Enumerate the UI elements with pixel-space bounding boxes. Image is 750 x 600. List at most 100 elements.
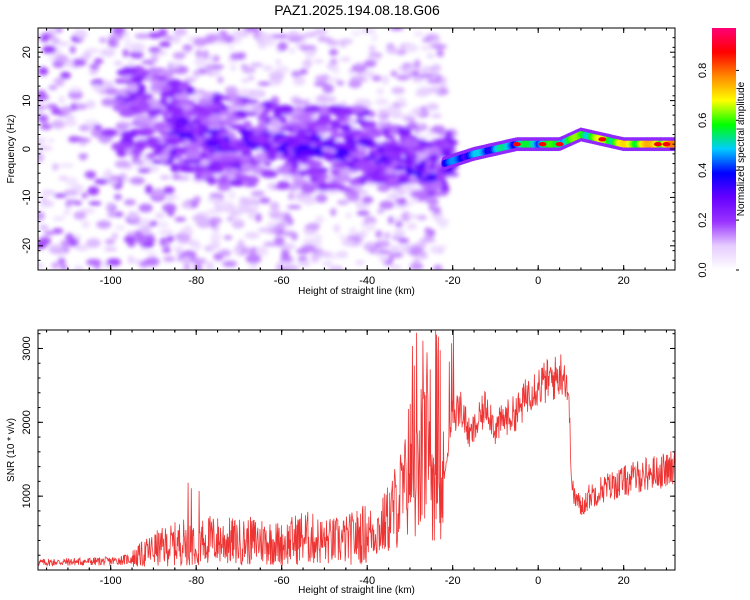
spectrogram-blob [52,163,59,171]
spectrogram-blob [436,49,445,58]
spectrogram-blob [419,251,428,260]
spectrogram-blob [377,184,391,192]
spectrogram-blob [224,138,231,143]
spectrogram-blob [206,176,217,186]
spectrogram-peak [598,137,607,142]
x-tick-label: 0 [535,275,541,287]
spectrogram-blob [430,113,442,119]
spectrogram-blob [239,129,250,135]
spectrogram-blob [51,262,60,270]
spectrogram-blob [158,28,168,38]
colorbar: 0.0 0.2 0.4 0.6 0.8 Normalized spectral ampl… [697,28,747,278]
spectrogram-blob [426,53,435,59]
spectrogram-blob [217,182,232,192]
spectrogram-blob [300,183,317,194]
spectrogram-blob [395,96,404,103]
spectrogram-blob [151,188,166,198]
spectrogram-blob [38,110,44,116]
spectrogram-blob [101,97,117,107]
spectrogram-blob [294,106,304,112]
spectrogram-blob [356,210,370,217]
spectrogram-blob [38,137,47,143]
spectrogram-blob [266,221,277,228]
spectrogram-blob [121,130,135,140]
spectrogram-blob [313,118,332,126]
spectrogram-blob [104,87,120,96]
spectrogram-blob [298,260,311,268]
spectrogram-blob [222,260,238,268]
spectrogram-blob [379,200,395,210]
spectrogram-blob [375,99,389,106]
spectrogram-blob [101,81,111,89]
spectrogram-blob [123,199,136,206]
spectrogram-blob [146,250,157,257]
spectrogram-blob [55,54,69,63]
spectrogram-blob [209,64,225,70]
spectrogram-blob [303,200,312,206]
spectrogram-blob [161,69,175,79]
spectrogram-blob [355,259,365,266]
spectrogram-blob [358,230,368,238]
spectrogram-blob [89,63,100,70]
spectrogram-blob [57,257,66,265]
y-tick-label: 10 [21,94,33,106]
spectrogram-blob [360,28,376,34]
spectrogram-blob [331,162,349,168]
spectrogram-blob [68,86,82,93]
spectrogram-blob [224,85,238,96]
spectrogram-blob [221,96,230,101]
spectrogram-blob [363,59,377,68]
spectrogram-blob [323,137,336,144]
spectrogram-blob [303,106,322,112]
spectrogram-blob [315,167,329,173]
spectrogram-peak [512,141,521,147]
spectrogram-blob [157,153,169,162]
spectrogram-blob [218,30,228,37]
spectrogram-blob [173,28,187,37]
spectrogram-blob [258,197,271,204]
x-tick-label: -20 [445,275,461,287]
colorbar-tick-label: 0.0 [697,262,709,277]
spectrogram-blob [107,37,117,48]
spectrogram-blob [146,108,164,116]
spectrogram-blob [432,191,449,197]
spectrogram-cells [38,28,675,270]
spectrogram-blob [262,65,274,72]
spectrogram-blob [192,214,207,223]
spectrogram-blob [43,230,55,236]
spectrogram-blob [289,264,299,270]
spectrogram-blob [106,258,122,267]
spectrogram-blob [84,48,100,54]
spectrogram-blob [314,124,331,133]
spectrogram-blob [250,190,264,197]
spectrogram-blob [49,28,58,36]
spectrogram-blob [190,257,207,265]
spectrogram-blob [248,141,262,149]
spectrogram-blob [339,41,347,48]
spectrogram-blob [228,178,244,187]
spectrogram-blob [325,142,334,149]
spectrogram-blob [207,147,218,155]
spectrogram-blob [337,108,354,117]
spectrogram-blob [258,142,266,149]
spectrogram-blob [390,112,404,119]
spectrogram-blob [199,171,213,176]
snr-y-ticks: 1000 2000 3000 [21,330,675,570]
spectrogram-blob [241,162,254,172]
spectrogram-blob [191,105,206,113]
spectrogram-blob [164,35,174,40]
spectrogram-blob [99,37,107,44]
spectrogram-blob [232,29,249,36]
spectrogram-blob [376,208,385,214]
x-tick-label: 20 [618,275,630,287]
spectrogram-blob [181,201,193,209]
spectrogram-blob [428,163,436,172]
spectrogram-blob [350,104,367,113]
spectrogram-blob [239,155,251,162]
spectrogram-blob [146,152,156,159]
spectrogram-blob [253,152,271,163]
spectrogram-blob [396,204,408,210]
spectrogram-blob [245,253,262,264]
spectrogram-blob [208,208,219,214]
spectrogram-blob [217,76,224,84]
